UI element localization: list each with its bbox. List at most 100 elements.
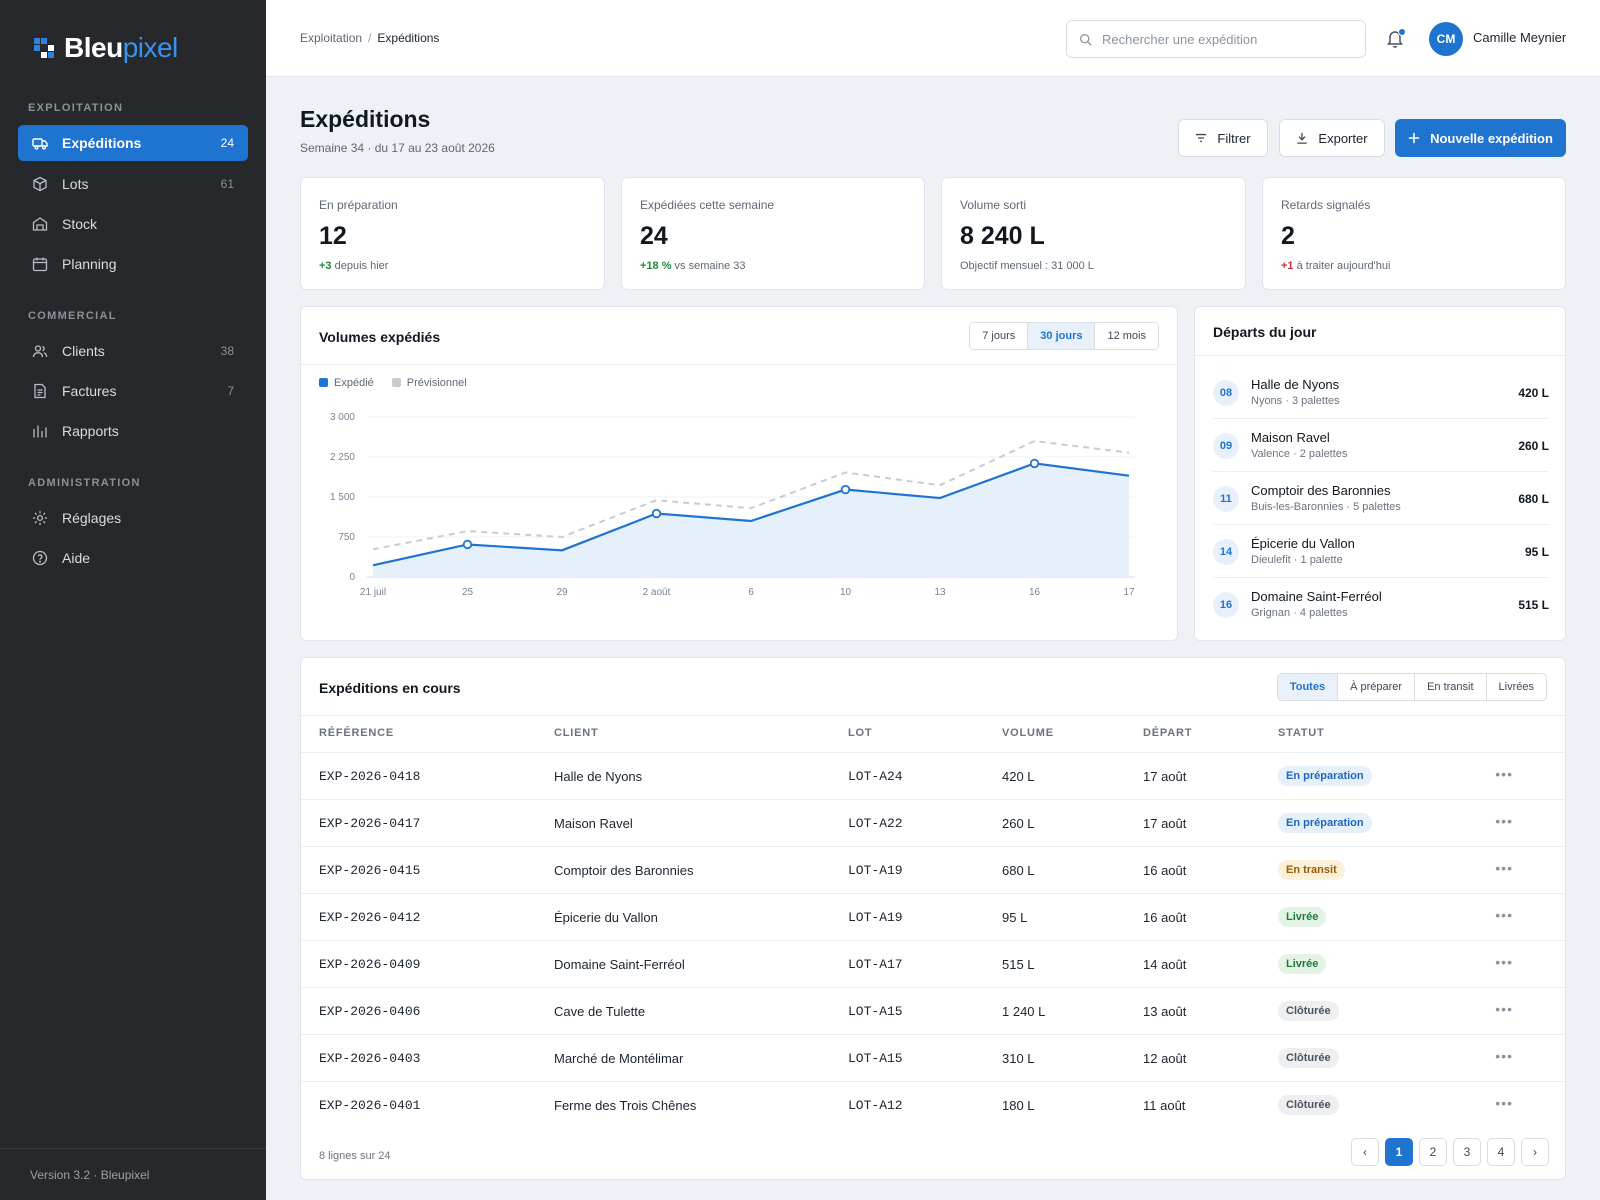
departure-details: Buis-les-Baronnies · 5 palettes <box>1251 501 1401 513</box>
tab-en-transit[interactable]: En transit <box>1415 674 1487 700</box>
shipments-table-card: Expéditions en cours Toutes À préparer E… <box>300 657 1566 1180</box>
column-header-client[interactable]: CLIENT <box>554 727 599 739</box>
sidebar-item-rapports[interactable]: Rapports <box>18 413 248 449</box>
range-option-12-months[interactable]: 12 mois <box>1095 323 1158 349</box>
y-tick-label: 1 500 <box>330 492 355 503</box>
table-row[interactable]: EXP-2026-0403 Marché de Montélimar LOT-A15… <box>301 1034 1565 1081</box>
column-header-depart[interactable]: DÉPART <box>1143 727 1193 739</box>
pagination-page-4[interactable]: 4 <box>1487 1138 1515 1166</box>
legend-item-previsionnel[interactable]: Prévisionnel <box>391 377 467 389</box>
sidebar-item-reglages[interactable]: Réglages <box>18 500 248 536</box>
sidebar-item-label: Lots <box>62 176 89 192</box>
row-actions-icon[interactable]: ••• <box>1495 1048 1513 1064</box>
pagination-prev-button[interactable]: ‹ <box>1351 1138 1379 1166</box>
cell-client: Comptoir des Baronnies <box>554 863 694 878</box>
table-row[interactable]: EXP-2026-0401 Ferme des Trois Chênes LOT-A… <box>301 1081 1565 1128</box>
sidebar-item-expeditions[interactable]: Expéditions 24 <box>18 125 248 161</box>
column-header-lot[interactable]: LOT <box>848 727 873 739</box>
legend-swatch <box>391 378 401 387</box>
table-row[interactable]: EXP-2026-0417 Maison Ravel LOT-A22 260 L 17 … <box>301 799 1565 846</box>
cell-lot: LOT-A15 <box>848 1004 903 1019</box>
column-header-reference[interactable]: RÉFÉRENCE <box>319 727 395 739</box>
sidebar-item-aide[interactable]: Aide <box>18 540 248 576</box>
new-expedition-button-label: Nouvelle expédition <box>1430 130 1553 146</box>
sidebar-item-planning[interactable]: Planning <box>18 246 248 282</box>
pagination-page-3[interactable]: 3 <box>1453 1138 1481 1166</box>
sidebar-item-label: Réglages <box>62 510 122 526</box>
status-badge: En préparation <box>1278 766 1372 786</box>
cell-volume: 95 L <box>1002 910 1028 925</box>
departure-item[interactable]: 08 Halle de Nyons Nyons · 3 palettes 420 L <box>1213 367 1549 419</box>
row-actions-icon[interactable]: ••• <box>1495 860 1513 876</box>
departure-item[interactable]: 09 Maison Ravel Valence · 2 palettes 260 L <box>1213 420 1549 472</box>
logo-mark-icon <box>34 36 58 60</box>
avatar[interactable]: CM <box>1429 22 1463 56</box>
sidebar-item-label: Stock <box>62 216 98 232</box>
cell-volume: 260 L <box>1002 816 1035 831</box>
brand-name: Bleupixel <box>64 32 178 63</box>
sidebar-item-lots[interactable]: Lots 61 <box>18 166 248 202</box>
table-row[interactable]: EXP-2026-0412 Épicerie du Vallon LOT-A19 95… <box>301 893 1565 940</box>
sidebar-item-clients[interactable]: Clients 38 <box>18 333 248 369</box>
departure-item[interactable]: 16 Domaine Saint-Ferréol Grignan · 4 palet… <box>1213 579 1549 631</box>
x-tick-label: 29 <box>556 587 568 598</box>
kpi-value: 12 <box>319 222 347 250</box>
tab-livrees[interactable]: Livrées <box>1486 674 1546 700</box>
departure-hour-badge: 16 <box>1213 592 1239 618</box>
breadcrumb-current: Expéditions <box>377 31 440 45</box>
cell-client: Halle de Nyons <box>554 769 643 784</box>
row-actions-icon[interactable]: ••• <box>1495 907 1513 923</box>
legend-item-expedie[interactable]: Expédié <box>319 377 374 389</box>
departure-details: Nyons · 3 palettes <box>1251 395 1340 407</box>
cell-reference[interactable]: EXP-2026-0409 <box>319 957 421 972</box>
row-actions-icon[interactable]: ••• <box>1495 813 1513 829</box>
brand-logo[interactable]: Bleupixel <box>34 30 178 66</box>
kpi-label: Retards signalés <box>1281 198 1371 212</box>
tab-toutes[interactable]: Toutes <box>1277 674 1339 700</box>
new-expedition-button[interactable]: Nouvelle expédition <box>1395 119 1566 157</box>
range-option-30-days[interactable]: 30 jours <box>1028 323 1096 349</box>
column-header-volume[interactable]: VOLUME <box>1002 727 1054 739</box>
kpi-value: 24 <box>640 222 668 250</box>
user-name[interactable]: Camille Meynier <box>1473 30 1567 45</box>
cell-reference[interactable]: EXP-2026-0412 <box>319 910 421 925</box>
sidebar-item-stock[interactable]: Stock <box>18 206 248 242</box>
cell-reference[interactable]: EXP-2026-0406 <box>319 1004 421 1019</box>
table-row[interactable]: EXP-2026-0406 Cave de Tulette LOT-A15 1 240… <box>301 987 1565 1034</box>
area-expedie <box>373 463 1129 577</box>
row-actions-icon[interactable]: ••• <box>1495 1001 1513 1017</box>
table-row[interactable]: EXP-2026-0409 Domaine Saint-Ferréol LOT-A1… <box>301 940 1565 987</box>
tab-a-preparer[interactable]: À préparer <box>1338 674 1416 700</box>
breadcrumb-item[interactable]: Exploitation <box>300 31 363 45</box>
departure-item[interactable]: 14 Épicerie du Vallon Dieulefit · 1 palett… <box>1213 526 1549 578</box>
table-row[interactable]: EXP-2026-0415 Comptoir des Baronnies LOT-A… <box>301 846 1565 893</box>
cell-reference[interactable]: EXP-2026-0418 <box>319 769 421 784</box>
export-button[interactable]: Exporter <box>1279 119 1385 157</box>
sidebar-item-factures[interactable]: Factures 7 <box>18 373 248 409</box>
nav-section-commercial: COMMERCIAL <box>28 310 117 322</box>
table-row[interactable]: EXP-2026-0418 Halle de Nyons LOT-A24 420 L 1… <box>301 752 1565 799</box>
pagination-page-1[interactable]: 1 <box>1385 1138 1413 1166</box>
search-input[interactable]: Rechercher une expédition <box>1066 20 1366 58</box>
cell-reference[interactable]: EXP-2026-0417 <box>319 816 421 831</box>
pagination-page-2[interactable]: 2 <box>1419 1138 1447 1166</box>
cell-reference[interactable]: EXP-2026-0403 <box>319 1051 421 1066</box>
row-actions-icon[interactable]: ••• <box>1495 766 1513 782</box>
column-header-statut[interactable]: STATUT <box>1278 727 1325 739</box>
y-tick-label: 0 <box>349 572 355 583</box>
cell-depart: 13 août <box>1143 1004 1187 1019</box>
cell-reference[interactable]: EXP-2026-0401 <box>319 1098 421 1113</box>
departure-client: Halle de Nyons <box>1251 377 1340 392</box>
row-actions-icon[interactable]: ••• <box>1495 1095 1513 1111</box>
range-option-7-days[interactable]: 7 jours <box>970 323 1029 349</box>
row-actions-icon[interactable]: ••• <box>1495 954 1513 970</box>
departure-details: Valence · 2 palettes <box>1251 448 1348 460</box>
departure-item[interactable]: 11 Comptoir des Baronnies Buis-les-Baronni… <box>1213 473 1549 525</box>
cell-lot: LOT-A15 <box>848 1051 903 1066</box>
pagination-next-button[interactable]: › <box>1521 1138 1549 1166</box>
x-tick-label: 21 juil <box>360 587 386 598</box>
notification-button[interactable] <box>1386 28 1406 50</box>
cell-reference[interactable]: EXP-2026-0415 <box>319 863 421 878</box>
filter-button[interactable]: Filtrer <box>1178 119 1268 157</box>
departure-hour-badge: 08 <box>1213 380 1239 406</box>
